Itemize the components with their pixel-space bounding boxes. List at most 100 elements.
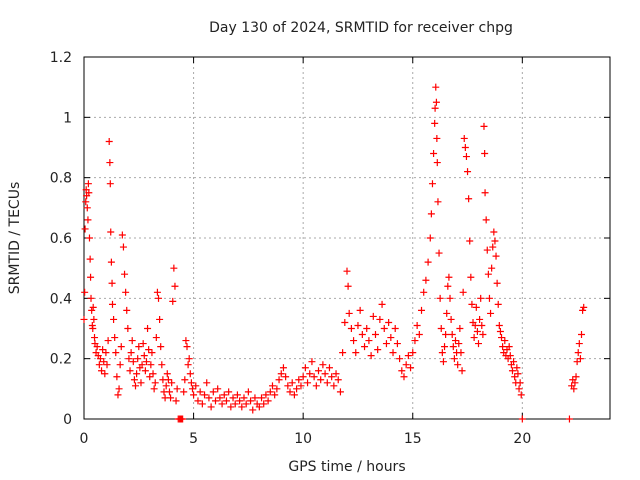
data-point bbox=[104, 337, 112, 345]
data-point bbox=[424, 258, 432, 266]
data-point bbox=[450, 355, 458, 363]
data-point bbox=[491, 237, 499, 245]
data-point bbox=[151, 379, 159, 387]
data-point bbox=[286, 388, 294, 396]
data-point bbox=[140, 352, 148, 360]
data-point bbox=[255, 403, 263, 411]
data-point bbox=[492, 252, 500, 260]
data-point bbox=[345, 309, 353, 317]
data-point bbox=[260, 400, 268, 408]
data-point bbox=[510, 358, 518, 366]
data-point bbox=[432, 98, 440, 106]
data-point bbox=[462, 153, 470, 161]
data-point bbox=[290, 391, 298, 399]
data-point bbox=[436, 294, 444, 302]
data-point bbox=[164, 376, 172, 384]
data-point bbox=[297, 382, 305, 390]
data-point bbox=[369, 312, 377, 320]
data-point bbox=[118, 231, 126, 239]
data-point bbox=[427, 210, 435, 218]
data-point bbox=[488, 264, 496, 272]
data-point bbox=[431, 104, 439, 112]
data-point bbox=[481, 189, 489, 197]
data-point bbox=[350, 337, 358, 345]
data-point bbox=[482, 216, 490, 224]
data-point bbox=[113, 373, 121, 381]
y-tick-label: 0 bbox=[63, 412, 72, 428]
data-point bbox=[127, 349, 135, 357]
grid-lines bbox=[84, 57, 610, 419]
data-point bbox=[579, 306, 587, 314]
data-point bbox=[475, 340, 482, 348]
data-point bbox=[480, 122, 488, 130]
data-point bbox=[341, 318, 349, 326]
data-point bbox=[106, 180, 114, 188]
data-point bbox=[459, 288, 467, 296]
data-point bbox=[198, 400, 206, 408]
data-point bbox=[580, 303, 588, 311]
data-point bbox=[323, 379, 331, 387]
data-point bbox=[107, 228, 115, 236]
data-points bbox=[80, 83, 588, 423]
y-tick-label: 0.4 bbox=[50, 291, 72, 307]
data-point bbox=[123, 306, 131, 314]
data-point bbox=[467, 273, 475, 281]
data-point bbox=[432, 83, 440, 91]
data-point bbox=[196, 388, 204, 396]
data-point bbox=[168, 379, 176, 387]
data-point bbox=[83, 204, 91, 212]
data-point bbox=[158, 361, 166, 369]
data-point bbox=[156, 315, 164, 323]
data-point bbox=[415, 331, 423, 339]
data-point bbox=[511, 373, 519, 381]
data-point bbox=[445, 273, 453, 281]
data-point bbox=[173, 385, 181, 393]
data-point bbox=[411, 337, 419, 345]
data-point bbox=[90, 315, 98, 323]
data-point bbox=[517, 391, 525, 399]
data-point bbox=[513, 364, 521, 372]
data-point bbox=[387, 334, 395, 342]
data-point bbox=[518, 415, 526, 423]
data-point bbox=[129, 358, 137, 366]
data-point bbox=[190, 391, 198, 399]
data-point bbox=[430, 150, 438, 158]
data-point bbox=[128, 337, 136, 345]
data-point bbox=[98, 367, 106, 375]
data-point bbox=[170, 264, 178, 272]
data-point bbox=[479, 331, 487, 339]
data-point bbox=[184, 361, 192, 369]
data-point bbox=[347, 325, 355, 332]
data-point bbox=[153, 288, 161, 296]
y-axis-label: SRMTID / TECUs bbox=[7, 182, 23, 295]
data-point bbox=[456, 325, 464, 332]
data-point bbox=[186, 370, 194, 378]
data-point bbox=[111, 334, 119, 342]
data-point bbox=[119, 243, 127, 251]
data-point bbox=[187, 379, 195, 387]
data-point bbox=[344, 282, 352, 290]
data-point bbox=[400, 373, 408, 381]
data-point bbox=[240, 394, 248, 402]
data-point bbox=[227, 403, 235, 411]
data-point bbox=[471, 321, 479, 329]
data-point bbox=[201, 391, 209, 399]
data-point bbox=[112, 349, 120, 357]
data-point bbox=[336, 388, 344, 396]
data-point bbox=[142, 358, 150, 366]
data-point bbox=[437, 325, 445, 332]
data-point bbox=[315, 367, 323, 375]
y-tick-labels: 0 0.2 0.4 0.6 0.8 1 1.2 bbox=[50, 50, 72, 428]
data-point bbox=[398, 367, 406, 375]
data-point bbox=[122, 288, 130, 296]
data-point bbox=[244, 388, 252, 396]
data-point bbox=[494, 300, 502, 308]
data-point bbox=[570, 385, 578, 393]
data-point bbox=[121, 270, 129, 278]
data-point bbox=[393, 340, 401, 348]
data-point bbox=[95, 361, 103, 369]
data-point bbox=[508, 367, 516, 375]
data-point bbox=[501, 337, 509, 345]
y-tick-label: 0.6 bbox=[50, 231, 72, 247]
data-point bbox=[80, 315, 88, 323]
